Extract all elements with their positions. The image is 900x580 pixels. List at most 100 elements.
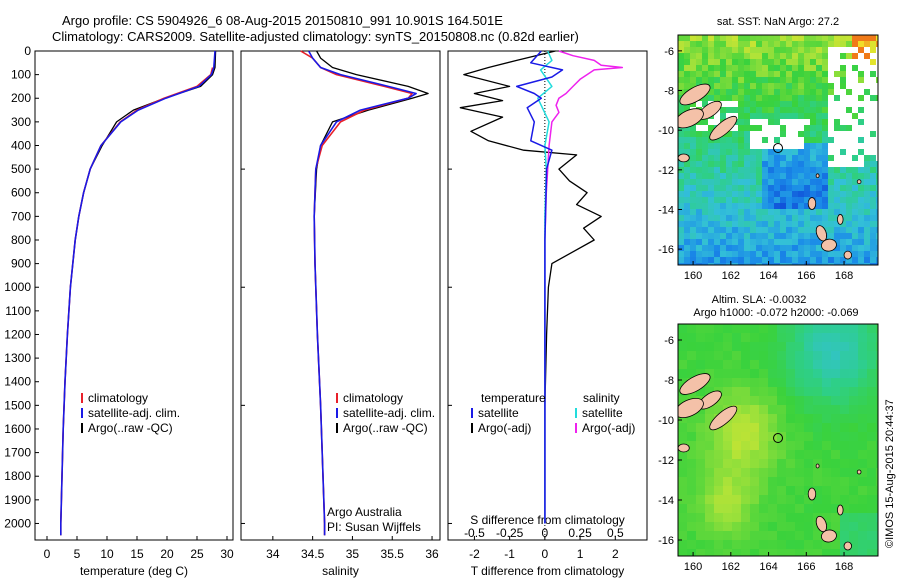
map-cell bbox=[708, 191, 714, 197]
map-cell bbox=[849, 432, 858, 441]
map-cell bbox=[774, 191, 780, 197]
map-cell bbox=[777, 396, 786, 405]
map-field bbox=[678, 35, 878, 265]
map-frame bbox=[677, 323, 879, 557]
map-cell bbox=[714, 540, 723, 549]
map-cell bbox=[738, 113, 744, 119]
map-cell bbox=[726, 131, 732, 137]
map-cell bbox=[792, 191, 798, 197]
map-cell bbox=[687, 342, 696, 351]
map-x-tick-label: 164 bbox=[759, 561, 777, 573]
map-cell bbox=[840, 95, 846, 101]
map-cell bbox=[822, 495, 831, 504]
map-cell bbox=[738, 101, 744, 107]
map-cell bbox=[690, 173, 696, 179]
map-cell bbox=[876, 71, 878, 77]
map-cell bbox=[870, 209, 876, 215]
map-cell bbox=[708, 155, 714, 161]
map-cell bbox=[720, 101, 726, 107]
map-cell bbox=[813, 360, 822, 369]
map-cell bbox=[768, 65, 774, 71]
map-cell bbox=[702, 173, 708, 179]
map-cell bbox=[795, 522, 804, 531]
map-cell bbox=[705, 450, 714, 459]
map-cell bbox=[678, 504, 687, 513]
map-y-tick-label: -16 bbox=[658, 535, 674, 547]
map-cell bbox=[768, 324, 777, 333]
map-cell bbox=[696, 221, 702, 227]
map-cell bbox=[777, 342, 786, 351]
map-cell bbox=[786, 191, 792, 197]
map-cell bbox=[741, 432, 750, 441]
annotation-pi: PI: Susan Wijffels bbox=[327, 520, 421, 534]
map-cell bbox=[738, 125, 744, 131]
map-cell bbox=[867, 423, 876, 432]
map-cell bbox=[744, 125, 750, 131]
map-cell bbox=[702, 137, 708, 143]
map-cell bbox=[732, 495, 741, 504]
y-tick-label: 700 bbox=[11, 209, 31, 223]
map-cell bbox=[678, 203, 684, 209]
map-cell bbox=[756, 35, 762, 41]
map-cell bbox=[822, 540, 831, 549]
map-cell bbox=[792, 149, 798, 155]
map-cell bbox=[864, 125, 870, 131]
map-cell bbox=[795, 432, 804, 441]
map-cell bbox=[822, 149, 828, 155]
map-cell bbox=[846, 119, 852, 125]
map-cell bbox=[738, 167, 744, 173]
x-tick-label: -2 bbox=[469, 547, 480, 561]
map-cell bbox=[678, 263, 684, 265]
map-cell bbox=[750, 77, 756, 83]
map-cell bbox=[756, 83, 762, 89]
map-cell bbox=[849, 351, 858, 360]
map-cell bbox=[876, 477, 878, 486]
map-cell bbox=[720, 245, 726, 251]
map-cell bbox=[813, 477, 822, 486]
map-cell bbox=[846, 83, 852, 89]
map-cell bbox=[777, 423, 786, 432]
map-cell bbox=[834, 59, 840, 65]
panel-frame bbox=[447, 50, 648, 541]
map-cell bbox=[852, 209, 858, 215]
map-cell bbox=[774, 143, 780, 149]
map-cell bbox=[750, 351, 759, 360]
map-cell bbox=[795, 369, 804, 378]
y-tick-label: 200 bbox=[11, 91, 31, 105]
map-cell bbox=[834, 245, 840, 251]
x2-tick-label: 0 bbox=[542, 526, 549, 540]
map-cell bbox=[732, 540, 741, 549]
map-cell bbox=[687, 513, 696, 522]
map-cell bbox=[744, 65, 750, 71]
map-cell bbox=[804, 167, 810, 173]
map-cell bbox=[732, 173, 738, 179]
map-cell bbox=[792, 239, 798, 245]
y-tick-label: 900 bbox=[11, 257, 31, 271]
map-cell bbox=[750, 432, 759, 441]
map-cell bbox=[738, 59, 744, 65]
x-tick-label: 5 bbox=[74, 547, 81, 561]
map-cell bbox=[858, 441, 867, 450]
map-cell bbox=[816, 77, 822, 83]
map-cell bbox=[876, 227, 878, 233]
map-cell bbox=[756, 107, 762, 113]
map-cell bbox=[822, 215, 828, 221]
map-cell bbox=[795, 333, 804, 342]
map-cell bbox=[774, 113, 780, 119]
map-cell bbox=[846, 173, 852, 179]
island-shape bbox=[807, 197, 817, 210]
map-cell bbox=[810, 263, 816, 265]
map-cell bbox=[846, 95, 852, 101]
map-cell bbox=[732, 513, 741, 522]
map-cell bbox=[804, 233, 810, 239]
map-cell bbox=[720, 257, 726, 263]
map-cell bbox=[762, 191, 768, 197]
map-cell bbox=[696, 495, 705, 504]
map-cell bbox=[822, 257, 828, 263]
map-cell bbox=[726, 191, 732, 197]
map-cell bbox=[840, 257, 846, 263]
map-cell bbox=[852, 167, 858, 173]
map-cell bbox=[816, 185, 822, 191]
map-cell bbox=[738, 77, 744, 83]
map-cell bbox=[774, 119, 780, 125]
